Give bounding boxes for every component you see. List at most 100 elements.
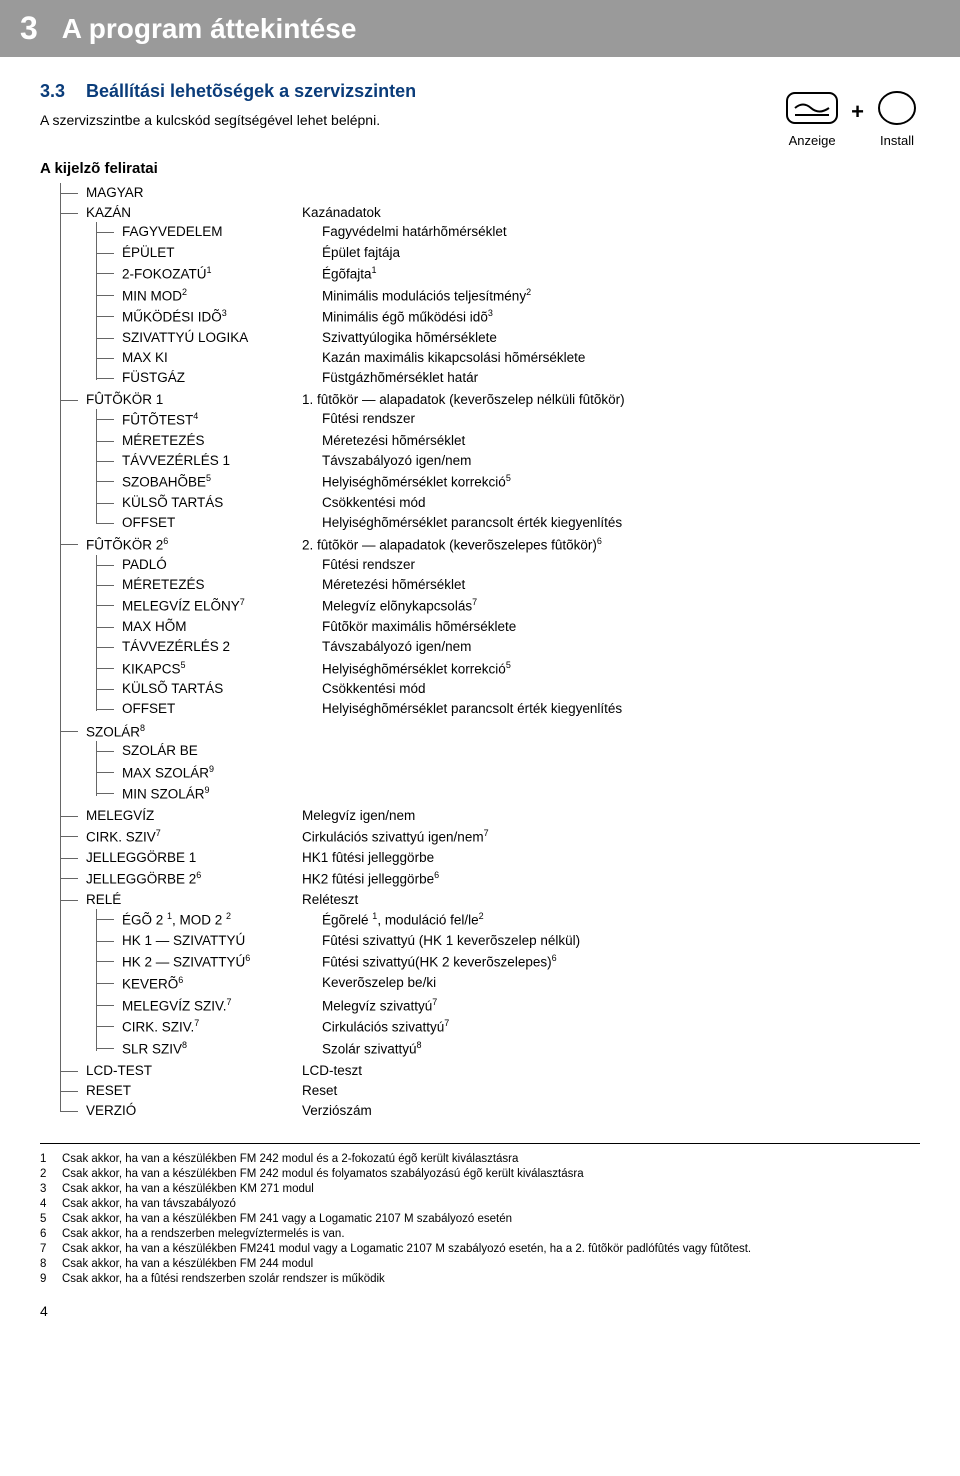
tree-val: Kazánadatok — [302, 204, 920, 222]
tree-key: KAZÁN — [86, 204, 302, 222]
tree-key: MELEGVÍZ SZIV.7 — [122, 996, 322, 1016]
tree-key: KÜLSÕ TARTÁS — [122, 494, 322, 512]
footnote-row: 4Csak akkor, ha van távszabályozó — [40, 1197, 920, 1212]
intro-text: A szervizszintbe a kulcskód segítségével… — [40, 112, 743, 128]
tree-val: Verziószám — [302, 1102, 920, 1120]
footnote-num: 9 — [40, 1272, 62, 1287]
icon-group: Anzeige + Install — [783, 89, 920, 148]
footnote-row: 6Csak akkor, ha a rendszerben melegvízte… — [40, 1227, 920, 1242]
tree-row: ÉPÜLETÉpület fajtája — [122, 244, 920, 262]
tree-row: LCD-TESTLCD-teszt — [86, 1062, 920, 1080]
footnote-num: 2 — [40, 1167, 62, 1182]
footnote-num: 4 — [40, 1197, 62, 1212]
tree-row: MELEGVÍZ ELÕNY7Melegvíz elõnykapcsolás7 — [122, 596, 920, 616]
tree-val: Fûtési szivattyú (HK 1 keverõszelep nélk… — [322, 932, 920, 950]
tree-val: Keverõszelep be/ki — [322, 974, 920, 994]
tree-row: MŰKÖDÉSI IDÕ3Minimális égõ működési idõ3 — [122, 307, 920, 327]
install-label: Install — [880, 133, 914, 148]
tree-val: Fûtõkör maximális hõmérséklete — [322, 618, 920, 636]
menu-tree: MAGYARKAZÁNKazánadatokFAGYVEDELEMFagyvéd… — [50, 183, 920, 1121]
tree-key: LCD-TEST — [86, 1062, 302, 1080]
tree-key: TÁVVEZÉRLÉS 1 — [122, 452, 322, 470]
tree-val: Csökkentési mód — [322, 680, 920, 698]
tree-row: VERZIÓVerziószám — [86, 1102, 920, 1120]
tree-val: Méretezési hõmérséklet — [322, 576, 920, 594]
tree-row: MAX KIKazán maximális kikapcsolási hõmér… — [122, 349, 920, 367]
tree-key: MELEGVÍZ — [86, 807, 302, 825]
tree-val: Helyiséghõmérséklet parancsolt érték kie… — [322, 514, 920, 532]
tree-key: MÉRETEZÉS — [122, 576, 322, 594]
tree-row: OFFSETHelyiséghõmérséklet parancsolt ért… — [122, 700, 920, 718]
tree-key: HK 2 — SZIVATTYÚ6 — [122, 952, 322, 972]
tree-row: FÛTÕTEST4Fûtési rendszer — [122, 410, 920, 430]
footnote-num: 3 — [40, 1182, 62, 1197]
footnote-text: Csak akkor, ha van a készülékben FM 242 … — [62, 1167, 584, 1182]
tree-row: HK 1 — SZIVATTYÚFûtési szivattyú (HK 1 k… — [122, 932, 920, 950]
tree-key: HK 1 — SZIVATTYÚ — [122, 932, 322, 950]
tree-row: MIN MOD2Minimális modulációs teljesítmén… — [122, 286, 920, 306]
tree-val: Cirkulációs szivattyú7 — [322, 1017, 920, 1037]
tree-val: Melegvíz szivattyú7 — [322, 996, 920, 1016]
footnote-text: Csak akkor, ha van a készülékben FM 241 … — [62, 1212, 512, 1227]
tree-row: MAX HÕMFûtõkör maximális hõmérséklete — [122, 618, 920, 636]
tree-val: LCD-teszt — [302, 1062, 920, 1080]
subhead: A kijelzõ feliratai — [40, 160, 920, 177]
tree-row: KÜLSÕ TARTÁSCsökkentési mód — [122, 494, 920, 512]
footnote-num: 1 — [40, 1152, 62, 1167]
tree-key: JELLEGGÖRBE 26 — [86, 869, 302, 889]
tree-row: RESETReset — [86, 1082, 920, 1100]
tree-key: MIN MOD2 — [122, 286, 322, 306]
tree-row: PADLÓFûtési rendszer — [122, 556, 920, 574]
anzeige-icon-box: Anzeige — [783, 89, 841, 148]
footnote-text: Csak akkor, ha van távszabályozó — [62, 1197, 236, 1212]
tree-row: CIRK. SZIV7Cirkulációs szivattyú igen/ne… — [86, 827, 920, 847]
tree-key: SZIVATTYÚ LOGIKA — [122, 329, 322, 347]
tree-row: SZOLÁR BE — [122, 742, 920, 760]
tree-val: Méretezési hõmérséklet — [322, 432, 920, 450]
tree-key: TÁVVEZÉRLÉS 2 — [122, 638, 322, 656]
footnote-rule — [40, 1143, 920, 1144]
tree-val: Melegvíz elõnykapcsolás7 — [322, 596, 920, 616]
tree-val: Fûtési szivattyú(HK 2 keverõszelepes)6 — [322, 952, 920, 972]
tree-row: CIRK. SZIV.7Cirkulációs szivattyú7 — [122, 1017, 920, 1037]
footnote-row: 2Csak akkor, ha van a készülékben FM 242… — [40, 1167, 920, 1182]
tree-key: CIRK. SZIV.7 — [122, 1017, 322, 1037]
tree-key: PADLÓ — [122, 556, 322, 574]
chapter-title: A program áttekintése — [62, 13, 357, 45]
tree-row: OFFSETHelyiséghõmérséklet parancsolt ért… — [122, 514, 920, 532]
tree-key: MAX HÕM — [122, 618, 322, 636]
tree-key: CIRK. SZIV7 — [86, 827, 302, 847]
footnote-num: 6 — [40, 1227, 62, 1242]
tree-row: MELEGVÍZMelegvíz igen/nem — [86, 807, 920, 825]
footnotes: 1Csak akkor, ha van a készülékben FM 242… — [40, 1152, 920, 1286]
tree-row: TÁVVEZÉRLÉS 1Távszabályozó igen/nem — [122, 452, 920, 470]
footnote-num: 7 — [40, 1242, 62, 1257]
section-number: 3.3 — [40, 81, 86, 102]
tree-val: Távszabályozó igen/nem — [322, 638, 920, 656]
tree-row: MIN SZOLÁR9 — [122, 784, 920, 804]
tree-val: Szivattyúlogika hõmérséklete — [322, 329, 920, 347]
tree-val: Égõrelé 1, moduláció fel/le2 — [322, 910, 920, 930]
footnote-row: 9Csak akkor, ha a fûtési rendszerben szo… — [40, 1272, 920, 1287]
tree-val: Távszabályozó igen/nem — [322, 452, 920, 470]
tree-val: Reléteszt — [302, 891, 920, 909]
tree-key: SZOLÁR BE — [122, 742, 322, 760]
footnote-text: Csak akkor, ha van a készülékben FM 244 … — [62, 1257, 313, 1272]
anzeige-icon — [783, 89, 841, 129]
tree-key: MAX KI — [122, 349, 322, 367]
tree-row: JELLEGGÖRBE 26HK2 fûtési jelleggörbe6 — [86, 869, 920, 889]
tree-val: HK2 fûtési jelleggörbe6 — [302, 869, 920, 889]
tree-key: MŰKÖDÉSI IDÕ3 — [122, 307, 322, 327]
tree-row: FÛTÕKÖR 262. fûtõkör — alapadatok (kever… — [86, 535, 920, 555]
chapter-bar: 3 A program áttekintése — [0, 0, 960, 57]
tree-val: Minimális égõ működési idõ3 — [322, 307, 920, 327]
footnote-text: Csak akkor, ha a fûtési rendszerben szol… — [62, 1272, 385, 1287]
footnote-num: 8 — [40, 1257, 62, 1272]
tree-row: SZOLÁR8 — [86, 722, 920, 742]
tree-row: MÉRETEZÉSMéretezési hõmérséklet — [122, 432, 920, 450]
tree-val: Csökkentési mód — [322, 494, 920, 512]
tree-val — [322, 763, 920, 783]
tree-val: Helyiséghõmérséklet parancsolt érték kie… — [322, 700, 920, 718]
tree-val: Minimális modulációs teljesítmény2 — [322, 286, 920, 306]
footnote-text: Csak akkor, ha van a készülékben KM 271 … — [62, 1182, 314, 1197]
